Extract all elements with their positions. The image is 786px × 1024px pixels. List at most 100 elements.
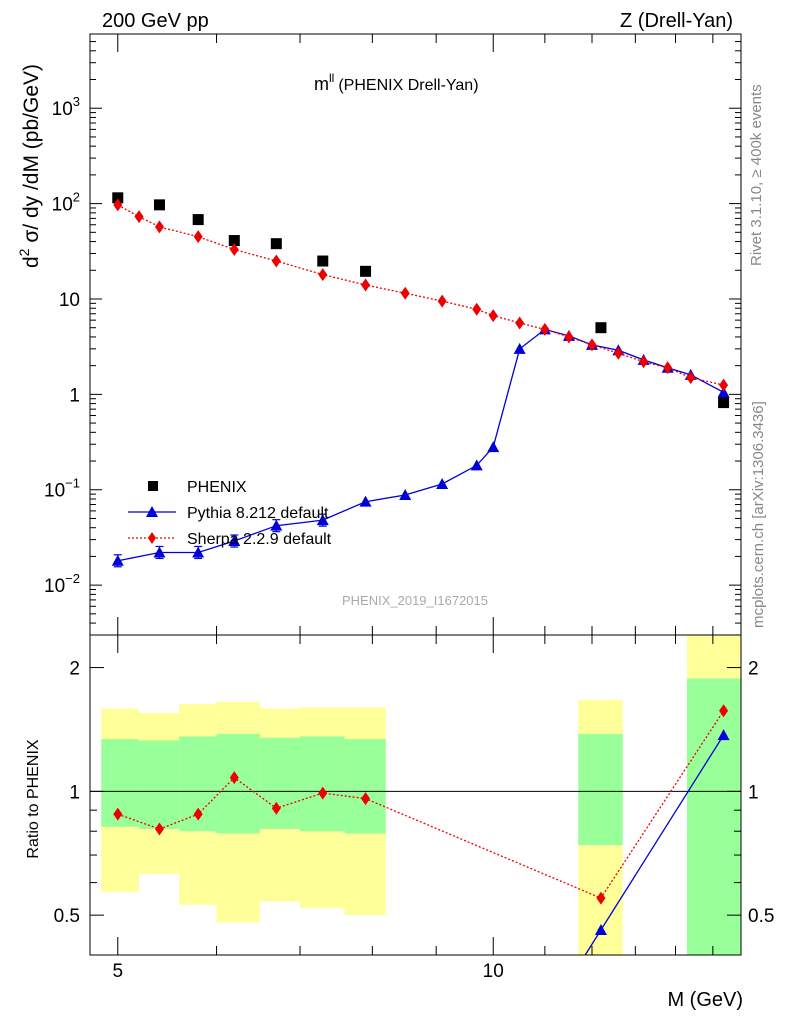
main-point-triangle-marker: [111, 554, 124, 566]
main-ytick-label-exp: 2: [73, 190, 80, 205]
ratio-panel: 0.5 0.5 1 1 2 2 5 10 Ratio to PHENIX M (GeV): [25, 634, 774, 1011]
header-left-label: 200 GeV pp: [102, 10, 209, 32]
legend-pythia-label: Pythia 8.212 default: [187, 505, 329, 522]
main-point-triangle-marker: [399, 489, 412, 501]
main-point-diamond-marker: [154, 220, 164, 234]
rivet-label: Rivet 3.1.10, ≥ 400k events: [748, 84, 765, 266]
main-point-square-marker: [112, 192, 124, 204]
ratio-point-triangle-marker: [717, 729, 730, 741]
main-point-diamond-marker: [271, 254, 281, 268]
main-point-diamond-marker: [472, 302, 482, 316]
ratio-ytick-label-left: 0.5: [54, 906, 80, 927]
ratio-band-green: [300, 736, 345, 832]
main-point-diamond-marker: [686, 371, 696, 385]
ratio-ytick-label-left: 1: [69, 782, 80, 803]
main-series-line-2: [117, 204, 724, 386]
main-ylabel-sup: 2: [16, 248, 32, 256]
ratio-band-green: [578, 733, 623, 846]
xtick-label: 10: [483, 961, 504, 982]
main-ytick-label: 102: [52, 190, 80, 216]
main-point-diamond-marker: [540, 322, 550, 336]
main-point-diamond-marker: [719, 378, 729, 392]
ratio-ytick-label-right: 2: [748, 659, 759, 680]
chart-title-rest: (PHENIX Drell-Yan): [338, 77, 478, 94]
mcplots-label: mcplots.cern.ch [arXiv:1306.3436]: [750, 401, 767, 628]
main-point-square-marker: [270, 238, 282, 250]
ratio-point-diamond-marker: [271, 801, 281, 815]
main-point-triangle-marker: [513, 342, 526, 354]
main-point-diamond-marker: [663, 361, 673, 375]
ratio-band-green: [259, 737, 301, 829]
main-ytick-label-base: 10: [44, 481, 65, 502]
main-ytick-label: 10: [59, 290, 80, 311]
main-point-square-marker: [228, 235, 240, 247]
main-point-diamond-marker: [134, 210, 144, 224]
main-ytick-label-base: 1: [69, 385, 80, 406]
main-ytick-label-base: 10: [52, 99, 73, 120]
legend: PHENIX Pythia 8.212 default Sherpa 2.2.9…: [128, 479, 332, 548]
main-ytick-label-base: 10: [52, 195, 73, 216]
legend-phenix-marker: [148, 481, 158, 491]
main-point-diamond-marker: [564, 330, 574, 344]
main-point-square-marker: [317, 255, 329, 267]
main-point-diamond-marker: [193, 230, 203, 244]
ratio-ylabel: Ratio to PHENIX: [25, 739, 42, 858]
ratio-point-diamond-marker: [113, 807, 123, 821]
x-axis-label: M (GeV): [667, 989, 743, 1011]
ratio-point-diamond-marker: [193, 807, 203, 821]
main-ytick-label: 1: [69, 385, 80, 406]
main-point-diamond-marker: [400, 286, 410, 300]
ratio-point-triangle-marker: [594, 924, 607, 936]
main-point-triangle-marker: [487, 441, 500, 453]
ratio-band-green: [686, 678, 741, 955]
main-point-square-marker: [595, 322, 607, 334]
main-point-triangle-marker: [359, 495, 372, 507]
chart-title-superscript: ll: [329, 71, 334, 85]
legend-entry-pythia: Pythia 8.212 default: [128, 505, 329, 522]
main-ytick-label-exp: −1: [65, 476, 80, 491]
header-right-label: Z (Drell-Yan): [620, 10, 733, 32]
main-ytick-label: 103: [52, 94, 80, 120]
main-point-square-marker: [153, 199, 165, 211]
main-ylabel-b: σ/ dy /dM (pb/GeV): [20, 64, 43, 249]
ratio-point-diamond-marker: [596, 891, 606, 905]
ratio-point-diamond-marker: [361, 792, 371, 806]
ratio-band-green: [139, 740, 180, 829]
main-ylabel: d2 σ/ dy /dM (pb/GeV): [16, 64, 43, 268]
main-point-square-marker: [192, 214, 204, 226]
ratio-band-green: [216, 733, 260, 834]
main-point-triangle-marker: [153, 546, 166, 558]
main-ytick-label-exp: −2: [65, 571, 80, 586]
main-point-diamond-marker: [229, 243, 239, 257]
ratio-ytick-label-right: 1: [748, 782, 759, 803]
main-ytick-label: 10−2: [44, 571, 80, 597]
ratio-point-diamond-marker: [229, 771, 239, 785]
legend-sherpa-marker: [148, 532, 156, 544]
legend-entry-phenix: PHENIX: [148, 479, 247, 496]
main-point-diamond-marker: [587, 338, 597, 352]
ratio-band-green: [344, 739, 386, 834]
main-series-line-1: [117, 328, 724, 562]
main-point-diamond-marker: [113, 198, 123, 212]
legend-sherpa-label: Sherpa 2.2.9 default: [187, 531, 332, 548]
main-ylabel-a: d: [20, 256, 43, 268]
analysis-id: PHENIX_2019_I1672015: [342, 593, 488, 608]
ratio-point-diamond-marker: [719, 704, 729, 718]
main-point-diamond-marker: [639, 355, 649, 369]
main-point-triangle-marker: [316, 514, 329, 526]
ratio-ytick-label-left: 2: [69, 659, 80, 680]
main-point-diamond-marker: [318, 268, 328, 282]
main-point-diamond-marker: [613, 346, 623, 360]
main-ytick-label-base: 10: [44, 576, 65, 597]
legend-pythia-marker: [146, 506, 158, 517]
ratio-point-diamond-marker: [154, 822, 164, 836]
legend-entry-sherpa: Sherpa 2.2.9 default: [128, 531, 332, 548]
main-point-square-marker: [360, 265, 372, 277]
main-point-triangle-marker: [270, 519, 283, 531]
main-point-triangle-marker: [470, 459, 483, 471]
ratio-panel-frame: [89, 634, 742, 956]
main-ytick-label-base: 10: [59, 290, 80, 311]
main-point-square-marker: [718, 397, 730, 409]
